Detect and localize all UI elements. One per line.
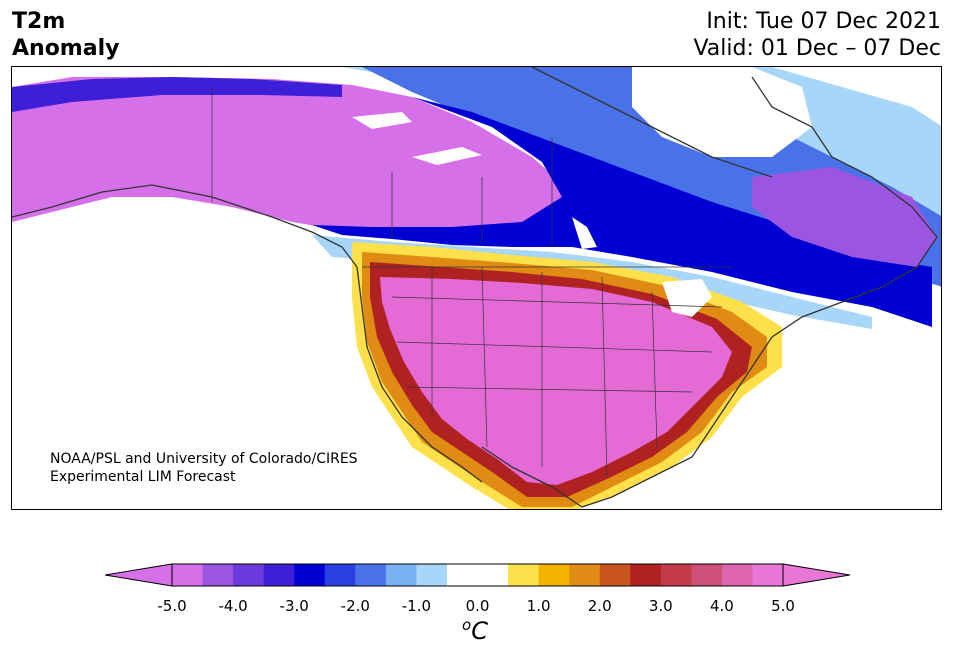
colorbar-cell xyxy=(630,564,662,586)
colorbar-cell xyxy=(599,564,631,586)
colorbar-cell xyxy=(385,564,417,586)
credit-line-1: NOAA/PSL and University of Colorado/CIRE… xyxy=(50,451,358,467)
units-degree: o xyxy=(462,616,472,634)
colorbar xyxy=(105,563,850,587)
colorbar-cell xyxy=(752,564,784,586)
colorbar-tick-label: -2.0 xyxy=(340,597,370,615)
colorbar-tick-label: 5.0 xyxy=(771,597,795,615)
coastlines xyxy=(12,67,938,508)
colorbar-cell xyxy=(508,564,540,586)
units-label: C xyxy=(471,617,488,645)
colorbar-cell xyxy=(446,564,478,586)
blue-arc xyxy=(312,97,932,327)
colorbar-tick-label: 1.0 xyxy=(526,597,551,615)
title-line-1: T2m xyxy=(12,9,66,34)
canada-purple xyxy=(12,77,572,242)
colorbar-cell xyxy=(477,564,509,586)
colorbar-cell xyxy=(538,564,570,586)
colorbar-tick-label: -1.0 xyxy=(401,597,432,615)
alaska-band xyxy=(12,77,342,112)
colorbar-cell xyxy=(660,564,692,586)
colorbar-tick-label: 3.0 xyxy=(648,597,673,615)
anomaly-map: NOAA/PSL and University of Colorado/CIRE… xyxy=(11,66,942,510)
colorbar-tick-label: 0.0 xyxy=(465,597,490,615)
init-date: Init: Tue 07 Dec 2021 xyxy=(706,9,941,34)
state-borders xyxy=(211,87,732,478)
great-lakes xyxy=(662,279,712,317)
credit-line-2: Experimental LIM Forecast xyxy=(50,469,236,485)
colorbar-tick-label: -3.0 xyxy=(279,597,309,615)
colorbar-cell xyxy=(324,564,356,586)
date-info: Init: Tue 07 Dec 2021 Valid: 01 Dec – 07… xyxy=(693,8,941,62)
colorbar-tick-label: 4.0 xyxy=(709,597,734,615)
colorbar-cell xyxy=(355,564,387,586)
colorbar-cell xyxy=(294,564,326,586)
colorbar-cell xyxy=(263,564,295,586)
colorbar-max-arrow xyxy=(782,563,850,587)
colorbar-tick-label: -4.0 xyxy=(218,597,248,615)
credit-text: NOAA/PSL and University of Colorado/CIRE… xyxy=(50,450,358,486)
colorbar-cell xyxy=(569,564,601,586)
lake-shapes xyxy=(352,112,597,249)
colorbar-cell xyxy=(691,564,723,586)
map-svg xyxy=(12,67,941,509)
colorbar-min-arrow xyxy=(105,563,173,587)
colorbar-cell xyxy=(416,564,448,586)
colorbar-tick-label: -5.0 xyxy=(157,597,187,615)
colorbar-cell xyxy=(202,564,234,586)
map-title: T2m Anomaly xyxy=(12,8,119,62)
colorbar-cell xyxy=(172,564,204,586)
colorbar-units: oC xyxy=(462,616,488,645)
colorbar-cell xyxy=(721,564,753,586)
greenland-mask xyxy=(632,67,812,157)
title-line-2: Anomaly xyxy=(12,36,120,61)
colorbar-cell xyxy=(233,564,265,586)
us-pink xyxy=(380,277,732,485)
colorbar-tick-label: 2.0 xyxy=(587,597,612,615)
colorbar-outline xyxy=(171,563,784,587)
valid-range: Valid: 01 Dec – 07 Dec xyxy=(693,36,941,61)
hudson-purple xyxy=(752,167,937,267)
